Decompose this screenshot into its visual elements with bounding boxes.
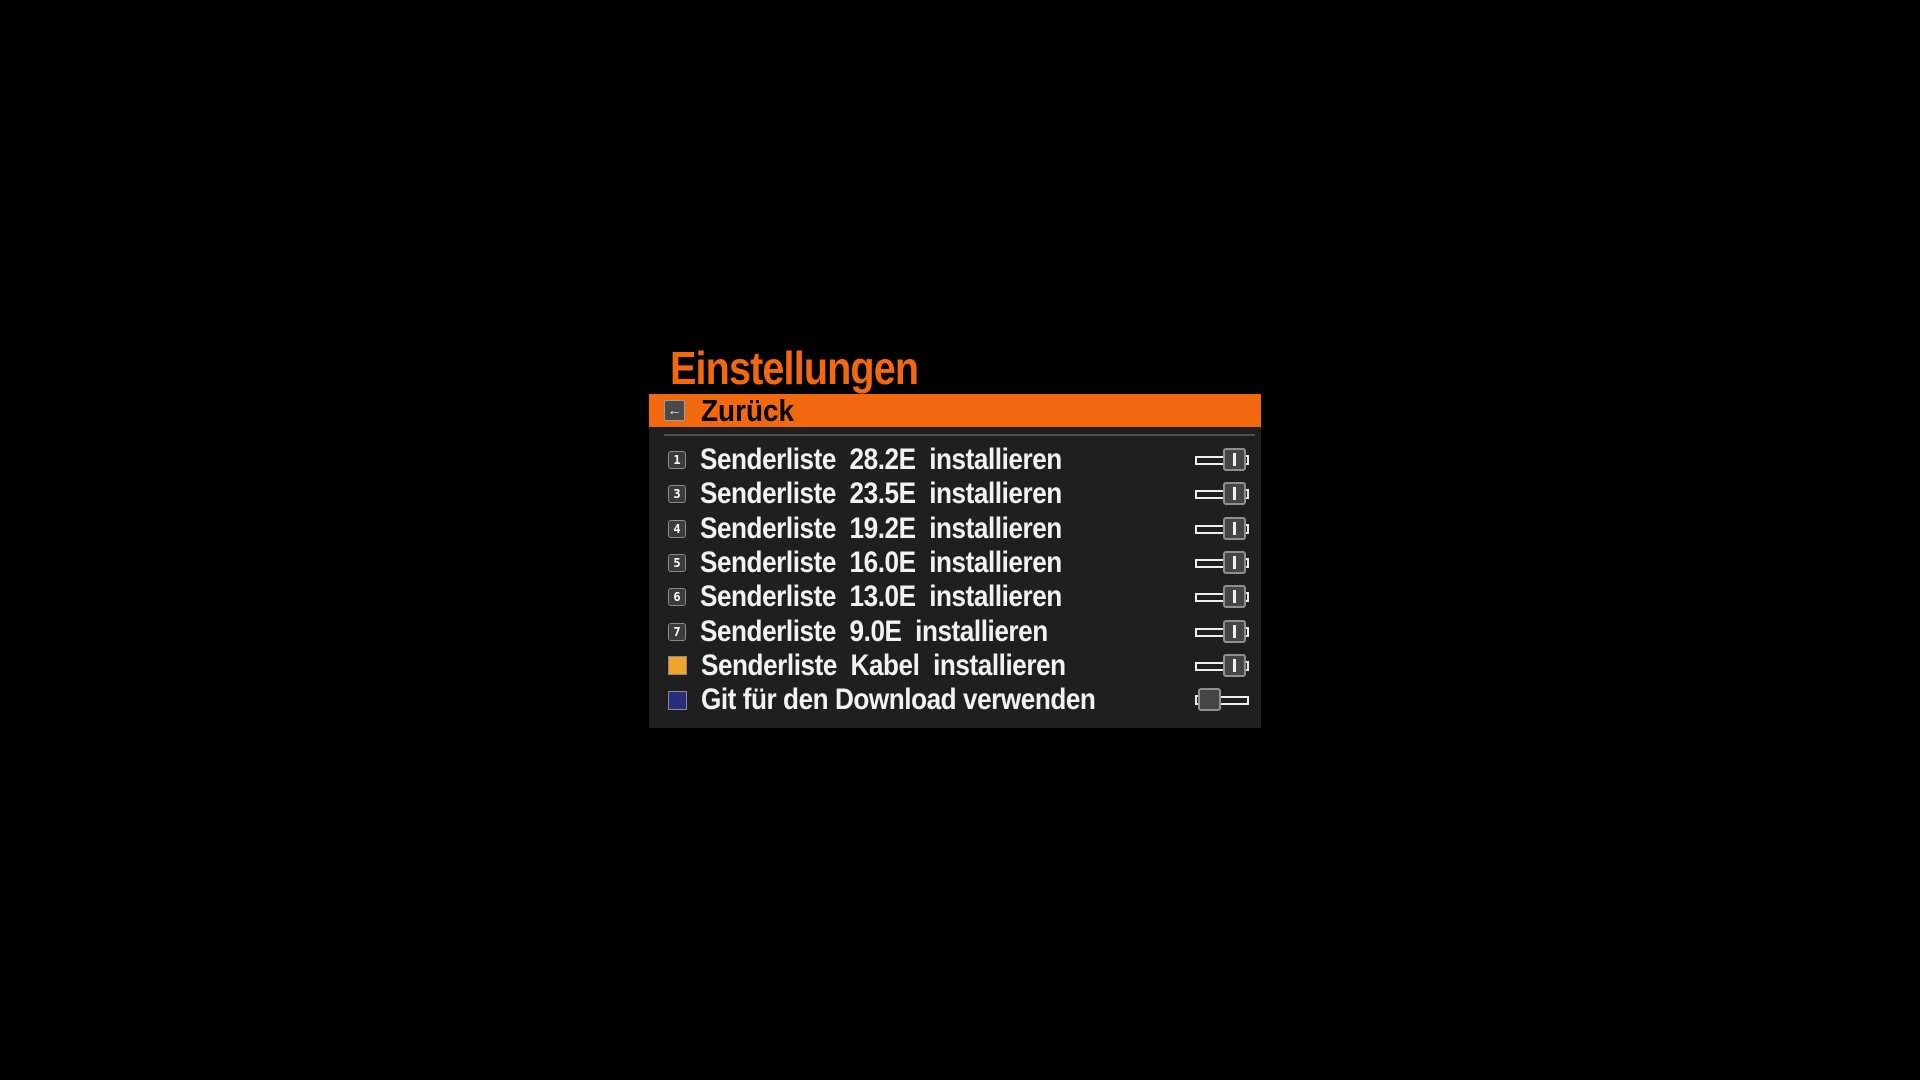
row-label: Senderliste 23.5E installieren	[700, 477, 1062, 511]
toggle-switch[interactable]	[1195, 551, 1249, 575]
toggle-knob-line	[1233, 521, 1236, 535]
settings-panel: ← Zurück 1 Senderliste 28.2E installiere…	[649, 392, 1261, 728]
toggle-switch[interactable]	[1195, 653, 1249, 678]
back-arrow-icon: ←	[664, 400, 685, 421]
toggle-switch[interactable]	[1195, 482, 1249, 506]
row-label: Senderliste 16.0E installieren	[700, 546, 1062, 580]
page-title: Einstellungen	[670, 342, 919, 394]
toggle-knob-line	[1233, 590, 1236, 604]
row-label: Senderliste 28.2E installieren	[700, 443, 1062, 477]
back-menu-entry[interactable]: ← Zurück	[649, 392, 1261, 428]
settings-row-senderliste-16-0e[interactable]: 5 Senderliste 16.0E installieren	[649, 546, 1261, 580]
row-label: Senderliste Kabel installieren	[701, 648, 1066, 682]
row-number-badge: 6	[668, 588, 686, 607]
row-number-badge: 4	[668, 519, 686, 538]
row-label: Senderliste 9.0E installieren	[700, 614, 1048, 648]
row-label: Senderliste 13.0E installieren	[700, 580, 1062, 614]
toggle-knob-line	[1233, 624, 1236, 638]
toggle-knob-line	[1233, 487, 1236, 501]
settings-row-senderliste-28-2e[interactable]: 1 Senderliste 28.2E installieren	[649, 443, 1261, 477]
settings-row-senderliste-13-0e[interactable]: 6 Senderliste 13.0E installieren	[649, 580, 1261, 614]
toggle-switch[interactable]	[1195, 619, 1249, 644]
settings-row-senderliste-9-0e[interactable]: 7 Senderliste 9.0E installieren	[649, 614, 1261, 648]
toggle-switch[interactable]	[1195, 448, 1249, 472]
toggle-knob-line	[1233, 556, 1236, 570]
settings-row-senderliste-23-5e[interactable]: 3 Senderliste 23.5E installieren	[649, 477, 1261, 511]
settings-row-senderliste-19-2e[interactable]: 4 Senderliste 19.2E installieren	[649, 512, 1261, 546]
separator-line	[664, 434, 1255, 436]
toggle-knob-line	[1233, 658, 1236, 672]
back-label: Zurück	[701, 392, 795, 428]
toggle-knob	[1198, 688, 1221, 712]
row-number-badge: 7	[668, 622, 686, 641]
kabel-color-swatch	[668, 656, 687, 676]
git-color-swatch	[668, 690, 687, 710]
row-number-badge: 5	[668, 554, 686, 573]
row-number-badge: 3	[668, 485, 686, 504]
toggle-track	[1217, 696, 1249, 706]
toggle-switch[interactable]	[1195, 585, 1249, 609]
row-number-badge: 1	[668, 451, 686, 470]
settings-list: 1 Senderliste 28.2E installieren 3 Sende…	[649, 443, 1261, 717]
toggle-knob-line	[1233, 453, 1236, 467]
settings-row-git-download[interactable]: Git für den Download verwenden	[649, 683, 1261, 717]
row-label: Git für den Download verwenden	[701, 683, 1096, 717]
toggle-switch[interactable]	[1195, 516, 1249, 541]
settings-row-senderliste-kabel[interactable]: Senderliste Kabel installieren	[649, 649, 1261, 683]
toggle-switch[interactable]	[1195, 688, 1249, 712]
row-label: Senderliste 19.2E installieren	[700, 511, 1062, 545]
